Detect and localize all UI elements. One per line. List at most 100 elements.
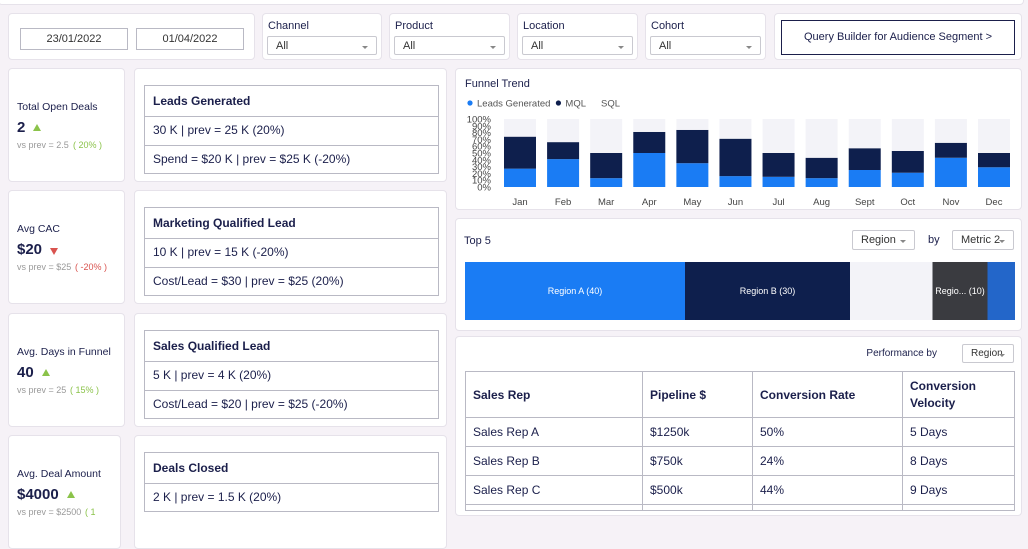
- x-tick-label: May: [683, 197, 701, 208]
- x-tick-label: Jun: [728, 197, 743, 208]
- bar-label: Regio... (10): [935, 286, 985, 296]
- y-tick-label: 60%: [472, 142, 492, 153]
- stage-row: 10 K | prev = 15 K (-20%): [153, 245, 289, 259]
- col-line: [902, 371, 903, 511]
- kpi-change: ( 15% ): [70, 385, 100, 395]
- legend-label: SQL: [601, 99, 620, 110]
- bar-segment: [934, 142, 967, 158]
- kpi-label: Avg. Deal Amount: [17, 468, 101, 480]
- bar-segment: [676, 163, 709, 187]
- x-tick-label: Dec: [986, 197, 1003, 208]
- stage-row: 30 K | prev = 25 K (20%): [153, 123, 285, 137]
- date-to[interactable]: 01/04/2022: [136, 28, 244, 50]
- stage-table: Marketing Qualified Lead 10 K | prev = 15…: [144, 207, 439, 296]
- bar-segment: [762, 153, 795, 177]
- bar-segment: [805, 178, 838, 187]
- table-cell: 5 Days: [910, 425, 948, 439]
- by-label: by: [928, 234, 940, 246]
- row-line: [465, 475, 1015, 476]
- bar-segment: [805, 157, 838, 179]
- kpi-value: 40: [17, 364, 34, 381]
- top5-card: Top 5 Region A (40) Region B (30) Regio... …: [455, 218, 1022, 331]
- filter-dropdown[interactable]: All: [394, 36, 505, 55]
- bar-segment: [848, 119, 881, 149]
- filter-dropdown[interactable]: All: [267, 36, 377, 55]
- legend-dot: [467, 100, 473, 106]
- bar-segment: [762, 119, 795, 153]
- table-cell: Sales Rep A: [473, 425, 540, 439]
- y-tick-label: 40%: [472, 155, 492, 166]
- col-line: [752, 371, 753, 511]
- trend-arrow: [67, 491, 75, 498]
- filter-dropdown[interactable]: All: [650, 36, 761, 55]
- bar-segment: [504, 168, 536, 187]
- bar-segment: [978, 119, 1010, 153]
- x-tick-label: Oct: [900, 197, 915, 208]
- bar-label: Region A (40): [548, 286, 603, 296]
- performance-label: Performance by: [866, 348, 937, 359]
- top5-metric-dropdown[interactable]: Metric 2: [952, 230, 1014, 250]
- funnel-trend-card: Funnel Trend Leads Generated MQL SQL 0% 10% 20…: [455, 68, 1022, 210]
- kpi-prev: vs prev = $25: [17, 262, 72, 272]
- chart-title: Top 5: [464, 235, 491, 247]
- stage-row-line: [145, 116, 438, 117]
- query-builder-button[interactable]: Query Builder for Audience Segment >: [781, 20, 1015, 55]
- bar-segment: [676, 119, 709, 130]
- performance-dropdown[interactable]: Region: [962, 344, 1014, 363]
- stage-row-line: [145, 267, 438, 268]
- stage-card: Marketing Qualified Lead 10 K | prev = 15…: [134, 190, 447, 304]
- stage-table: Leads Generated 30 K | prev = 25 K (20%) S…: [144, 85, 439, 174]
- x-tick-label: Feb: [555, 197, 571, 208]
- kpi-card: Avg. Days in Funnel 40 vs prev = 25( 15% ): [8, 313, 125, 427]
- date-from[interactable]: 23/01/2022: [20, 28, 128, 50]
- x-tick-label: Mar: [598, 197, 614, 208]
- row-line: [465, 417, 1015, 418]
- kpi-change: ( 1: [85, 507, 96, 517]
- y-tick-label: 70%: [472, 135, 492, 146]
- top5-group-dropdown[interactable]: Region: [852, 230, 915, 250]
- trend-arrow: [50, 248, 58, 255]
- bar-segment: [850, 262, 933, 320]
- y-tick-label: 30%: [472, 162, 492, 173]
- stage-row-line: [145, 361, 438, 362]
- table-cell: 44%: [760, 483, 785, 497]
- filter-card: Product All: [389, 13, 510, 60]
- chart-title: Funnel Trend: [465, 78, 530, 90]
- table-cell: 8 Days: [910, 454, 948, 468]
- stage-row: 2 K | prev = 1.5 K (20%): [153, 490, 282, 504]
- kpi-change: ( -20% ): [75, 262, 108, 272]
- y-tick-label: 0%: [477, 183, 491, 194]
- bar-segment: [891, 150, 924, 173]
- x-tick-label: Aug: [813, 197, 830, 208]
- x-tick-label: Apr: [642, 197, 657, 208]
- stage-row: Cost/Lead = $30 | prev = $25 (20%): [153, 274, 344, 288]
- kpi-prev: vs prev = 25: [17, 385, 67, 395]
- table-cell: $500k: [650, 483, 683, 497]
- table-cell: Sales Rep C: [473, 483, 541, 497]
- kpi-prev: vs prev = $2500: [17, 507, 82, 517]
- y-tick-label: 100%: [467, 115, 492, 126]
- table-cell: $750k: [650, 454, 683, 468]
- filter-label: Cohort: [651, 20, 685, 32]
- bar-segment: [805, 119, 838, 158]
- filter-card: Cohort All: [645, 13, 766, 60]
- stage-row-line: [145, 390, 438, 391]
- stage-title: Deals Closed: [153, 461, 229, 475]
- x-tick-label: Jan: [512, 197, 527, 208]
- legend-label: MQL: [565, 99, 586, 110]
- stage-title: Marketing Qualified Lead: [153, 216, 296, 230]
- stage-card: Deals Closed 2 K | prev = 1.5 K (20%): [134, 435, 447, 549]
- filter-dropdown[interactable]: All: [522, 36, 633, 55]
- stage-card: Sales Qualified Lead 5 K | prev = 4 K (20…: [134, 313, 447, 427]
- table-header: Conversion Velocity: [910, 379, 977, 410]
- trend-arrow: [42, 369, 50, 376]
- bar-segment: [719, 119, 752, 139]
- y-tick-label: 50%: [472, 149, 492, 160]
- funnel-trend-chart: Funnel Trend Leads Generated MQL SQL 0%10%20…: [465, 78, 1010, 208]
- bar-segment: [848, 148, 881, 170]
- bar-segment: [590, 178, 623, 187]
- top5-chart: Top 5 Region A (40) Region B (30) Regio... …: [464, 235, 1015, 320]
- x-tick-label: Sept: [855, 197, 875, 208]
- bar-segment: [633, 131, 666, 153]
- bar-segment: [685, 262, 850, 320]
